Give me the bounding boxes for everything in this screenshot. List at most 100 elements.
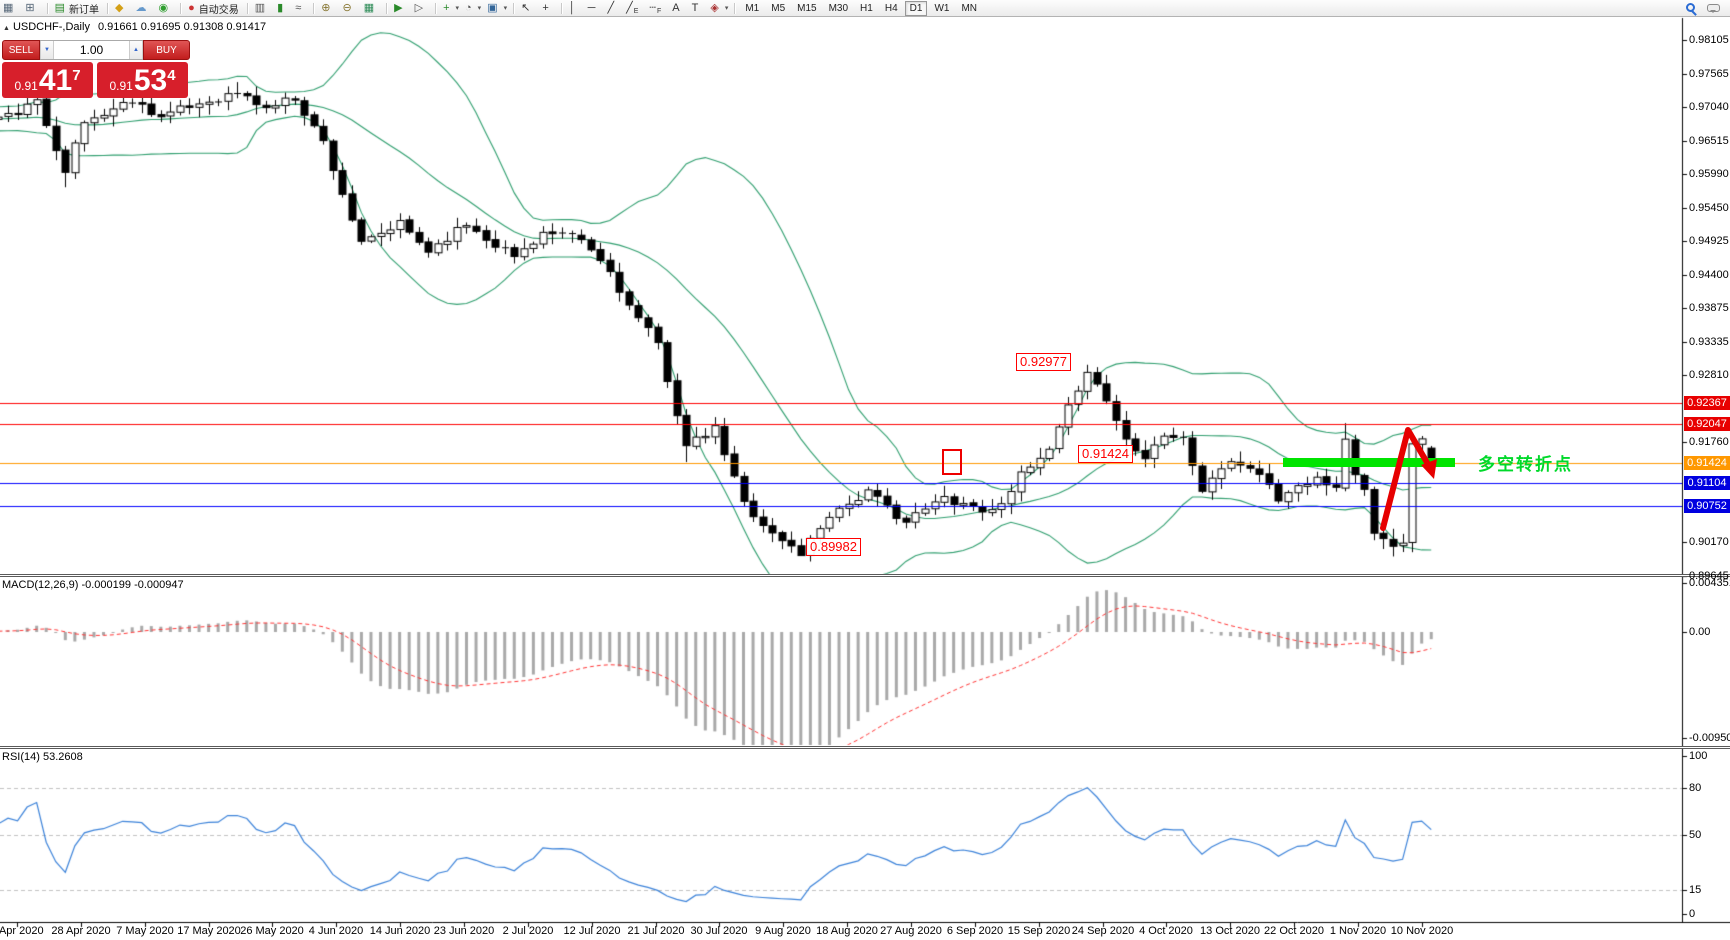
level-touch-marker[interactable] [942,449,962,475]
new-order-button[interactable]: ▤ 新订单 [54,1,100,16]
fibonacci-button[interactable]: ┄ F [649,1,662,15]
price-axis-tick-label: 0.90170 [1689,536,1729,548]
date-axis-label: 30 Jul 2020 [690,925,748,937]
periods-button[interactable]: ◔ ▾ [465,1,482,14]
rsi-pane-separator[interactable] [0,746,1730,749]
date-axis-label: 14 Jun 2020 [369,925,431,937]
price-axis-tag: 0.91424 [1684,456,1730,470]
autotrade-button[interactable]: ● 自动交易 [188,1,239,16]
high-price-annotation[interactable]: 0.92977 [1016,353,1071,371]
date-axis-label: 7 May 2020 [116,925,174,937]
buy-price-panel[interactable]: 0.91 53 4 [97,62,188,98]
signal-icon[interactable]: ◉ [158,1,169,14]
macd-axis-tick-label: -0.009504 [1689,732,1730,744]
price-axis-tag: 0.90752 [1684,499,1730,513]
timeframe-button[interactable]: M15 [797,2,817,14]
volume-down-button[interactable]: ▼ [40,41,54,59]
date-axis-label: 12 Jul 2020 [563,925,621,937]
sell-price-panel[interactable]: 0.91 41 7 [2,62,93,98]
label-button[interactable]: T [691,1,699,14]
date-axis-label: 13 Oct 2020 [1200,925,1260,937]
price-axis-tick-label: 0.98105 [1689,34,1729,46]
timeframe-button[interactable]: MN [961,2,977,14]
one-click-trading-panel: SELL ▼ 1.00 ▲ BUY 0.91 41 7 0.91 53 4 [2,40,190,98]
broom-icon[interactable]: ◆ [115,1,124,14]
toolbar-separator [560,2,563,14]
templates-button[interactable]: ▣ ▾ [487,1,508,14]
date-axis-label: 6 Sep 2020 [946,925,1004,937]
cloud-icon[interactable]: ☁ [135,1,147,14]
low-price-annotation[interactable]: 0.89982 [806,538,861,556]
chart-shift-button[interactable]: ▷ [414,1,424,14]
turning-point-line[interactable] [1283,458,1455,467]
timeframe-button[interactable]: M5 [771,2,786,14]
price-axis-tick-label: 0.96515 [1689,135,1729,147]
trendline-button[interactable]: ╱ [607,1,615,14]
date-axis-label: 10 Nov 2020 [1390,925,1454,937]
vertical-line-button[interactable]: │ [568,1,576,14]
macd-pane-separator[interactable] [0,574,1730,577]
channel-button[interactable]: ╱ E [626,1,639,15]
chat-icon[interactable] [1707,3,1720,13]
search-icon[interactable] [1686,3,1695,12]
indicator-window-icon[interactable]: ⊞ [25,1,35,14]
rsi-label: RSI(14) 53.2608 [2,751,83,763]
date-axis-label: 4 Oct 2020 [1139,925,1193,937]
buy-button[interactable]: BUY [143,40,190,60]
toolbar-separator [513,2,516,14]
timeframe-bar: M1 M5 M15 M30 H1 H4 D1 W1 MN [739,0,983,17]
sell-price-prefix: 0.91 [14,79,38,93]
tile-windows-button[interactable]: ▦ [363,1,375,14]
volume-input[interactable]: 1.00 [79,43,104,57]
date-axis-label: 17 May 2020 [177,925,241,937]
ohlc-values: 0.91661 0.91695 0.91308 0.91417 [97,21,267,33]
rsi-axis-tick-label: 50 [1689,829,1702,841]
toolbar-separator [46,2,49,14]
shapes-button[interactable]: ◈ ▾ [710,1,729,14]
level-price-annotation[interactable]: 0.91424 [1078,445,1133,463]
horizontal-line-button[interactable]: ─ [587,1,596,14]
price-axis-tick-label: 0.95990 [1689,168,1729,180]
price-axis-tick-label: 0.93875 [1689,302,1729,314]
timeframe-button[interactable]: W1 [934,2,950,14]
turning-point-text[interactable]: 多空转折点 [1478,455,1573,474]
timeframe-button[interactable]: M1 [745,2,760,14]
date-axis-label: 2 Jul 2020 [502,925,554,937]
toolbar-separator [180,2,183,14]
line-chart-type-button[interactable]: ≈ [295,1,302,14]
chart-window-icon[interactable]: ▦ [3,1,14,14]
toolbar: ▦ ⊞ ▤ 新订单 ◆ ☁ ◉ ● 自动交易 ▥ ▮ ≈ ⊕ ⊖ ▦ ▶ ▷ + ▾ ◔ ▾ ▣ ▾ ↖ + │ ─ ╱ ╱ E ┄ F A T ◈… [0,0,1730,17]
crosshair-button[interactable]: + [542,1,549,14]
date-axis-label: 9 Apr 2020 [0,925,44,937]
date-axis-label: 18 Aug 2020 [816,925,878,937]
date-axis-label: 1 Nov 2020 [1329,925,1387,937]
bar-chart-type-button[interactable]: ▥ [254,1,266,14]
volume-up-button[interactable]: ▲ [129,41,143,59]
price-axis-tick-label: 0.93335 [1689,336,1729,348]
toolbar-separator [386,2,389,14]
rsi-axis-tick-label: 100 [1689,750,1708,762]
toolbar-separator [313,2,316,14]
scroll-to-end-button[interactable]: ▶ [394,1,403,14]
macd-axis-tick-label: 0.004351 [1689,577,1730,589]
toolbar-separator [435,2,438,14]
indicators-button[interactable]: + ▾ [443,1,460,14]
timeframe-button[interactable]: H1 [860,2,873,14]
price-axis-tick-label: 0.95450 [1689,202,1729,214]
cursor-button[interactable]: ↖ [521,1,531,14]
price-axis-tick-label: 0.94400 [1689,269,1729,281]
chart-title: ▲ USDCHF-,Daily 0.91661 0.91695 0.91308 0.… [3,21,266,33]
timeframe-button[interactable]: D1 [904,0,928,16]
candlestick-type-button[interactable]: ▮ [277,1,284,14]
zoom-out-button[interactable]: ⊖ [342,1,352,14]
sell-price-sup: 7 [72,67,81,84]
text-button[interactable]: A [672,1,680,14]
price-axis-tick-label: 0.94925 [1689,235,1729,247]
timeframe-button[interactable]: M30 [828,2,849,14]
sell-button[interactable]: SELL [2,40,40,60]
price-axis-tag: 0.92047 [1684,417,1730,431]
timeframe-button[interactable]: H4 [884,2,898,14]
toolbar-separator [107,2,110,14]
zoom-in-button[interactable]: ⊕ [321,1,331,14]
